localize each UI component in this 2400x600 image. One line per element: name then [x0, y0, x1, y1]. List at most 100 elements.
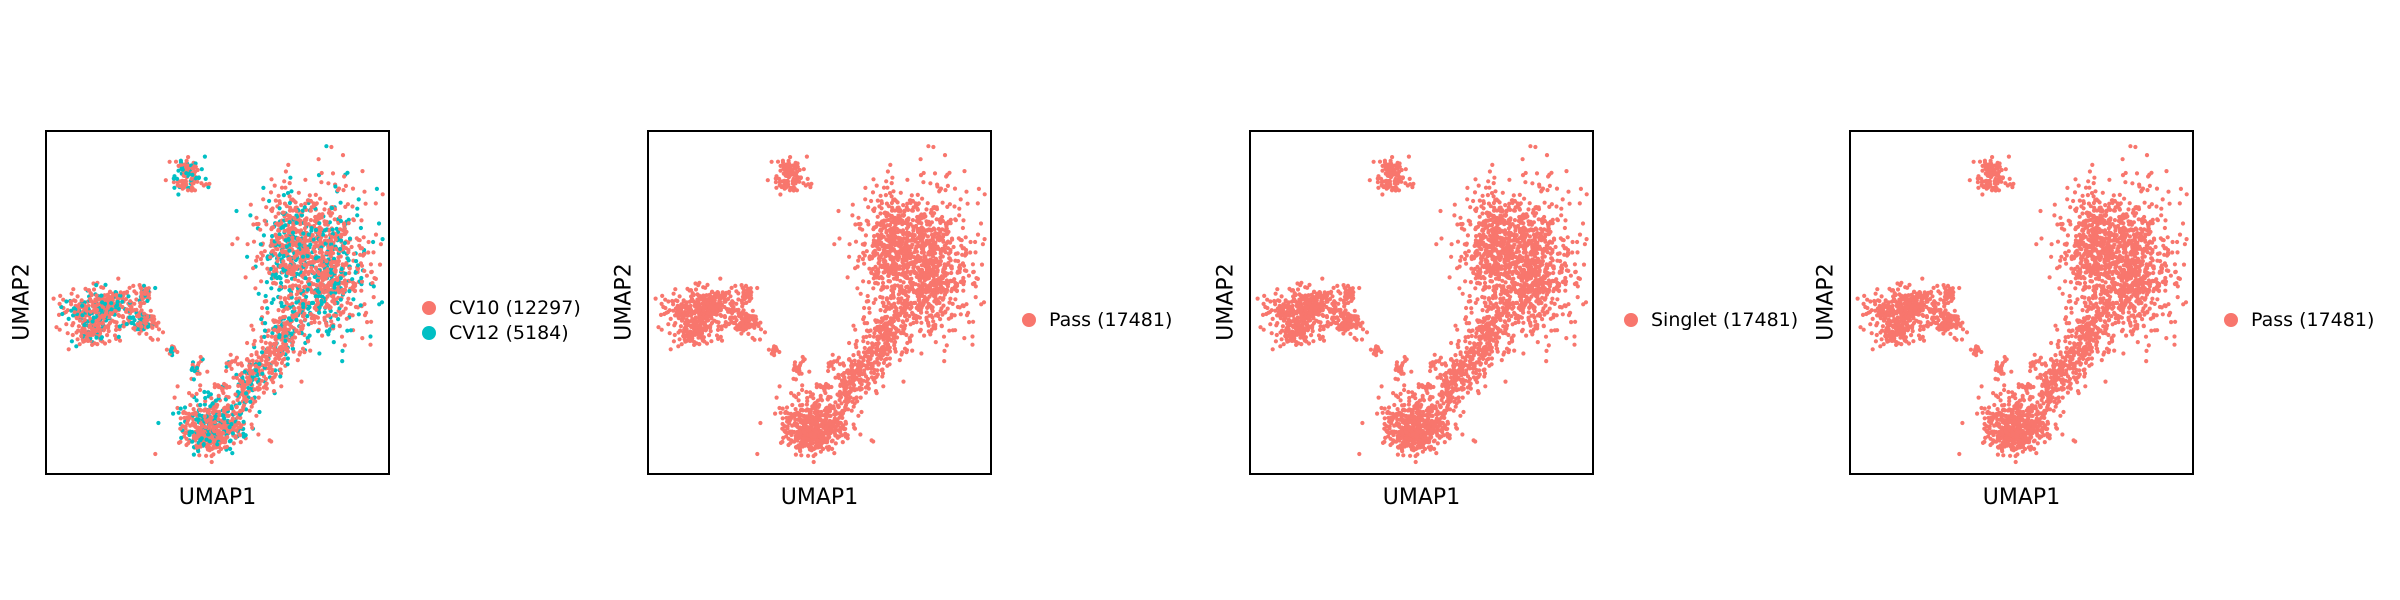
scatter-point	[339, 334, 345, 339]
scatter-point	[246, 385, 251, 391]
scatter-point	[59, 304, 64, 310]
scatter-point	[192, 188, 198, 193]
scatter-point	[164, 347, 169, 352]
scatter-point	[281, 193, 286, 198]
scatter-point	[265, 333, 270, 339]
scatter-point	[260, 305, 265, 311]
scatter-point	[340, 359, 345, 364]
scatter-point	[369, 319, 374, 324]
scatter-point	[187, 391, 192, 396]
scatter-point	[256, 395, 261, 400]
scatter-point	[260, 345, 265, 351]
scatter-point	[172, 395, 177, 400]
scatter-point	[258, 227, 263, 232]
scatter-point	[285, 362, 290, 367]
scatter-point	[194, 391, 199, 396]
scatter-point	[206, 185, 211, 190]
scatter-point	[349, 244, 354, 250]
scatter-point	[175, 384, 180, 389]
scatter-point	[282, 297, 287, 302]
scatter-point	[332, 256, 337, 261]
scatter-point	[61, 297, 66, 302]
scatter-point	[279, 384, 284, 389]
scatter-point	[314, 283, 319, 288]
scatter-point	[77, 342, 82, 347]
scatter-point	[289, 331, 294, 336]
scatter-point	[344, 246, 349, 251]
scatter-point	[113, 327, 119, 332]
scatter-svg-1	[51, 144, 385, 465]
scatter-point	[299, 213, 305, 218]
scatter-point	[277, 206, 282, 211]
scatter-point	[380, 237, 385, 242]
scatter-point	[221, 390, 226, 396]
scatter-point	[371, 284, 376, 289]
scatter-point	[290, 301, 295, 306]
scatter-point	[303, 177, 308, 182]
scatter-point	[103, 282, 108, 287]
scatter-point	[90, 342, 95, 347]
scatter-point	[269, 177, 274, 182]
scatter-point	[351, 251, 356, 256]
scatter-point	[261, 185, 266, 190]
scatter-point	[338, 214, 343, 220]
scatter-point	[178, 416, 183, 421]
scatter-point	[233, 435, 238, 440]
scatter-point	[324, 144, 329, 149]
scatter-point	[337, 324, 342, 329]
scatter-point	[306, 238, 311, 243]
scatter-point	[355, 206, 360, 211]
scatter-point	[346, 296, 351, 301]
scatter-point	[107, 320, 113, 326]
scatter-point	[234, 208, 239, 214]
scatter-point	[356, 312, 361, 317]
scatter-point	[275, 247, 280, 252]
scatter-points	[51, 144, 385, 465]
scatter-point	[237, 401, 242, 406]
scatter-point	[90, 303, 95, 308]
scatter-point	[373, 201, 378, 206]
scatter-point	[83, 286, 88, 291]
scatter-point	[309, 320, 314, 325]
scatter-point	[249, 422, 254, 427]
scatter-point	[167, 159, 172, 164]
scatter-point	[344, 316, 349, 321]
scatter-point	[345, 202, 350, 207]
scatter-point	[261, 390, 266, 395]
scatter-point	[74, 344, 79, 349]
scatter-point	[359, 279, 365, 284]
scatter-point	[355, 213, 360, 218]
scatter-point	[302, 236, 308, 241]
scatter-point	[258, 257, 263, 262]
scatter-point	[232, 359, 238, 364]
scatter-point	[260, 368, 265, 373]
scatter-point	[217, 409, 222, 415]
scatter-point	[51, 296, 56, 301]
scatter-point	[276, 193, 281, 198]
scatter-point	[230, 242, 235, 247]
scatter-point	[252, 387, 257, 392]
scatter-point	[56, 312, 62, 317]
scatter-point	[138, 304, 143, 309]
scatter-point	[75, 337, 80, 342]
scatter-point	[273, 198, 278, 203]
scatter-point	[374, 186, 379, 191]
scatter-point	[377, 262, 383, 267]
scatter-point	[66, 316, 71, 321]
scatter-point	[251, 239, 257, 244]
scatter-point	[326, 210, 331, 215]
scatter-point	[347, 289, 352, 294]
scatter-point	[309, 265, 314, 270]
scatter-point	[237, 433, 243, 438]
scatter-point	[307, 193, 312, 198]
scatter-point	[313, 192, 318, 197]
scatter-point	[127, 285, 132, 290]
scatter-point	[261, 197, 266, 202]
scatter-point	[345, 300, 350, 305]
scatter-point	[364, 273, 369, 278]
scatter-point	[278, 367, 283, 372]
scatter-point	[299, 280, 304, 285]
scatter-point	[198, 402, 203, 408]
scatter-point	[338, 297, 343, 302]
scatter-point	[269, 334, 274, 339]
